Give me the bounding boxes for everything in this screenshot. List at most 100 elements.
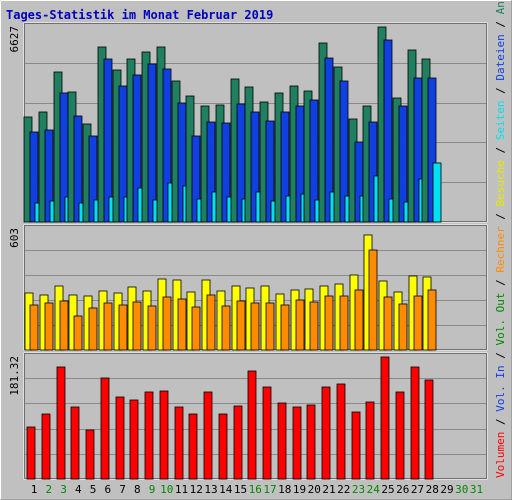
bar-dateien-17	[265, 120, 275, 223]
bar-volumen-14	[218, 413, 228, 480]
bar-volumen-21	[321, 386, 331, 480]
bar-volumen-20	[306, 404, 316, 480]
chart-title: Tages-Statistik im Monat Februar 2019	[6, 8, 273, 22]
bar-volumen-26	[395, 391, 405, 480]
bar-rechner-10	[162, 296, 172, 351]
bar-dateien-14	[221, 122, 231, 223]
x-tick-label: 29	[440, 483, 453, 496]
bar-volumen-8	[129, 399, 139, 480]
legend-separator: /	[494, 21, 507, 34]
bar-rechner-19	[295, 299, 305, 351]
panel-2: 603	[8, 224, 488, 351]
bar-dateien-13	[206, 121, 216, 223]
x-tick-label: 24	[367, 483, 381, 496]
bar-rechner-2	[44, 302, 54, 351]
x-tick-label: 31	[470, 483, 483, 496]
bar-volumen-7	[115, 396, 125, 480]
bar-volumen-23	[351, 411, 361, 480]
bar-rechner-1	[29, 304, 39, 351]
bar-dateien-4	[73, 115, 83, 223]
bar-dateien-10	[162, 68, 172, 223]
x-tick-label: 18	[278, 483, 291, 496]
bar-dateien-9	[147, 63, 157, 223]
x-tick-label: 28	[426, 483, 439, 496]
legend-volumen: Volumen	[494, 432, 507, 478]
bar-rechner-3	[59, 300, 69, 351]
x-tick-label: 23	[352, 483, 365, 496]
bar-dateien-22	[339, 80, 349, 223]
x-tick-label: 21	[322, 483, 335, 496]
bar-rechner-4	[73, 315, 83, 351]
bar-rechner-11	[177, 298, 187, 351]
legend-vol-out: Vol. Out	[494, 293, 507, 353]
x-tick-label: 5	[90, 483, 97, 496]
x-tick-label: 2	[45, 483, 52, 496]
bar-seiten-28	[432, 162, 442, 223]
x-tick-label: 22	[337, 483, 350, 496]
y-max-label: 6627	[8, 26, 21, 53]
y-max-label: 603	[8, 228, 21, 248]
bar-volumen-16	[247, 370, 257, 480]
legend-anfragen: Anfragen	[494, 0, 507, 21]
bar-volumen-18	[277, 402, 287, 480]
x-tick-label: 14	[219, 483, 233, 496]
legend-vol-in: Vol. In	[494, 365, 507, 418]
bar-volumen-22	[336, 383, 346, 480]
x-tick-label: 13	[204, 483, 217, 496]
bar-rechner-6	[103, 302, 113, 351]
legend-separator: /	[494, 352, 507, 365]
x-axis-labels: 1 2 3 4 5 6 7 8 9 10 11 12 13 14 15 16 17 18 19 20 21 22 23 24 2…	[31, 483, 483, 496]
bar-volumen-3	[56, 366, 66, 480]
bar-volumen-11	[174, 406, 184, 480]
bar-volumen-24	[365, 401, 375, 480]
x-tick-label: 19	[293, 483, 306, 496]
legend-rechner: Rechner	[494, 226, 507, 279]
x-tick-label: 7	[119, 483, 126, 496]
bar-rechner-17	[265, 302, 275, 351]
bar-volumen-13	[203, 391, 213, 480]
legend-seiten: Seiten	[494, 100, 507, 146]
legend-separator: /	[494, 147, 507, 160]
bar-volumen-25	[380, 356, 390, 480]
x-tick-label: 9	[149, 483, 156, 496]
bar-volumen-10	[159, 390, 169, 480]
legend-separator: /	[494, 213, 507, 226]
x-tick-label: 20	[308, 483, 321, 496]
bar-volumen-5	[85, 429, 95, 480]
x-tick-label: 3	[60, 483, 67, 496]
bar-volumen-27	[410, 366, 420, 480]
bar-dateien-6	[103, 58, 113, 223]
bar-rechner-9	[147, 305, 157, 351]
x-tick-label: 27	[411, 483, 424, 496]
bar-volumen-1	[26, 426, 36, 480]
bar-dateien-16	[250, 111, 260, 223]
x-tick-label: 15	[234, 483, 247, 496]
bar-dateien-1	[29, 131, 39, 223]
bar-rechner-20	[309, 301, 319, 351]
right-legend-text: Volumen / Vol. In / Vol. Out / Rechner /…	[494, 0, 507, 478]
bar-rechner-14	[221, 305, 231, 351]
bar-volumen-6	[100, 377, 110, 480]
bar-volumen-12	[188, 413, 198, 480]
legend-separator: /	[494, 418, 507, 431]
bar-dateien-5	[88, 135, 98, 223]
x-tick-label: 4	[75, 483, 82, 496]
bar-rechner-25	[383, 296, 393, 351]
bar-volumen-17	[262, 386, 272, 480]
bar-rechner-27	[413, 295, 423, 351]
bar-rechner-8	[132, 301, 142, 351]
legend-separator: /	[494, 87, 507, 100]
bar-rechner-12	[191, 306, 201, 351]
bar-rechner-21	[324, 295, 334, 351]
bar-rechner-22	[339, 295, 349, 351]
bar-dateien-24	[368, 121, 378, 223]
y-max-label: 181.32	[8, 356, 21, 396]
x-tick-label: 12	[190, 483, 203, 496]
bar-rechner-24	[368, 249, 378, 351]
bar-volumen-19	[292, 406, 302, 480]
x-tick-label: 17	[263, 483, 276, 496]
bar-dateien-26	[398, 105, 408, 223]
panel-3: 181.32	[8, 352, 488, 480]
bar-dateien-21	[324, 57, 334, 223]
